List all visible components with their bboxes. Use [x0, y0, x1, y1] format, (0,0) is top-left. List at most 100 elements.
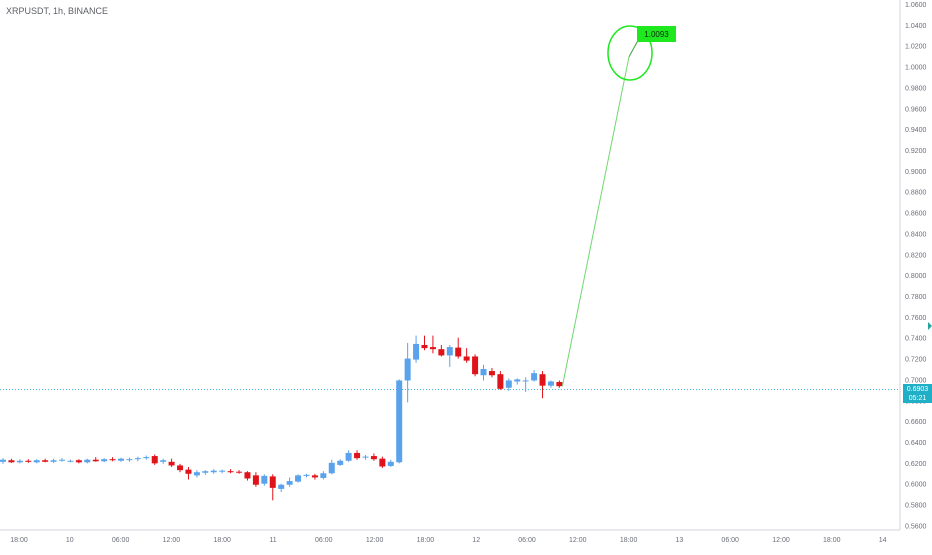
candle-body [202, 471, 209, 473]
y-tick-label: 0.6600 [905, 419, 927, 426]
x-tick-label: 11 [269, 537, 276, 544]
y-tick-label: 1.0200 [905, 44, 927, 51]
x-tick-label: 12:00 [569, 537, 587, 544]
target-label-box[interactable] [637, 26, 676, 42]
candle-body [227, 471, 234, 473]
y-tick-label: 1.0000 [905, 65, 927, 72]
x-tick-label: 06:00 [315, 537, 333, 544]
candle-body [126, 459, 133, 461]
candle [75, 459, 82, 464]
candle-body [421, 344, 428, 349]
candle-body [354, 452, 361, 459]
candle [328, 459, 335, 475]
candle-body [463, 356, 470, 361]
candle [193, 470, 200, 478]
candle-body [488, 371, 495, 376]
candle-body [337, 460, 344, 465]
target-circle[interactable] [607, 25, 653, 81]
candle-body [438, 349, 445, 356]
candle-body [505, 380, 512, 388]
candle [84, 458, 91, 464]
candle [522, 377, 529, 392]
candle [244, 471, 251, 481]
y-tick-label: 0.7200 [905, 357, 927, 364]
candle [118, 457, 125, 462]
x-tick-label: 12 [472, 537, 480, 544]
y-tick-label: 0.9800 [905, 85, 927, 92]
candle-body [84, 459, 91, 463]
candle [396, 379, 403, 464]
y-tick-label: 0.9400 [905, 127, 927, 134]
x-tick-label: 18:00 [417, 537, 435, 544]
candle-body [387, 461, 394, 466]
candle-body [75, 460, 82, 463]
candle-body [42, 460, 49, 462]
x-tick-label: 18:00 [823, 537, 841, 544]
y-tick-label: 1.0600 [905, 2, 927, 9]
candle-body [370, 456, 377, 460]
candle-body [177, 465, 184, 471]
candle [101, 458, 108, 463]
x-tick-label: 12:00 [163, 537, 181, 544]
candle-body [193, 472, 200, 476]
candle [261, 474, 268, 486]
candle-body [101, 459, 108, 462]
candle-body [219, 470, 226, 472]
candle-body [92, 459, 99, 462]
candle-body [320, 473, 327, 478]
candle-body [472, 356, 479, 375]
candle-body [261, 475, 268, 484]
y-tick-label: 0.8000 [905, 273, 927, 280]
x-tick-label: 13 [676, 537, 684, 544]
y-tick-label: 0.9600 [905, 106, 927, 113]
candle [547, 380, 554, 388]
x-tick-label: 18:00 [10, 537, 28, 544]
y-tick-label: 0.7400 [905, 336, 927, 343]
candle-body [185, 469, 192, 474]
candle-body [59, 459, 66, 461]
candle [143, 455, 150, 460]
candle-body [8, 460, 15, 463]
y-tick-label: 0.8600 [905, 211, 927, 218]
candle [429, 335, 436, 354]
candle-body [252, 475, 259, 485]
candle [556, 380, 563, 388]
y-tick-label: 0.8200 [905, 252, 927, 259]
current-price-badge: 0.6903 05:21 [903, 383, 932, 403]
current-price-value: 0.6903 [906, 385, 929, 393]
candle-body [404, 358, 411, 381]
candle-body [244, 472, 251, 479]
candle-body [25, 460, 32, 462]
candle [379, 456, 386, 469]
y-tick-label: 0.9000 [905, 169, 927, 176]
candle-body [143, 457, 150, 459]
candle-body [429, 347, 436, 350]
candle-body [455, 347, 462, 357]
candle [252, 472, 259, 487]
y-tick-label: 0.9200 [905, 148, 927, 155]
candle [488, 367, 495, 378]
x-tick-label: 06:00 [518, 537, 536, 544]
target-projection-line[interactable] [561, 56, 630, 387]
y-tick-label: 0.7000 [905, 377, 927, 384]
candle [109, 457, 116, 462]
candle-body [514, 379, 521, 382]
y-tick-label: 0.6200 [905, 461, 927, 468]
candle-body [286, 481, 293, 485]
candle-body [531, 373, 538, 381]
candle [168, 458, 175, 468]
x-tick-label: 18:00 [213, 537, 231, 544]
candle-body [522, 380, 529, 382]
scale-marker-icon [928, 322, 932, 330]
candle [8, 458, 15, 463]
candle [531, 370, 538, 382]
candle [539, 371, 546, 399]
x-tick-label: 14 [879, 537, 887, 544]
candle-body [480, 368, 487, 376]
candle [345, 450, 352, 462]
y-tick-label: 0.8400 [905, 231, 927, 238]
candle [185, 467, 192, 480]
x-tick-label: 10 [66, 537, 74, 544]
